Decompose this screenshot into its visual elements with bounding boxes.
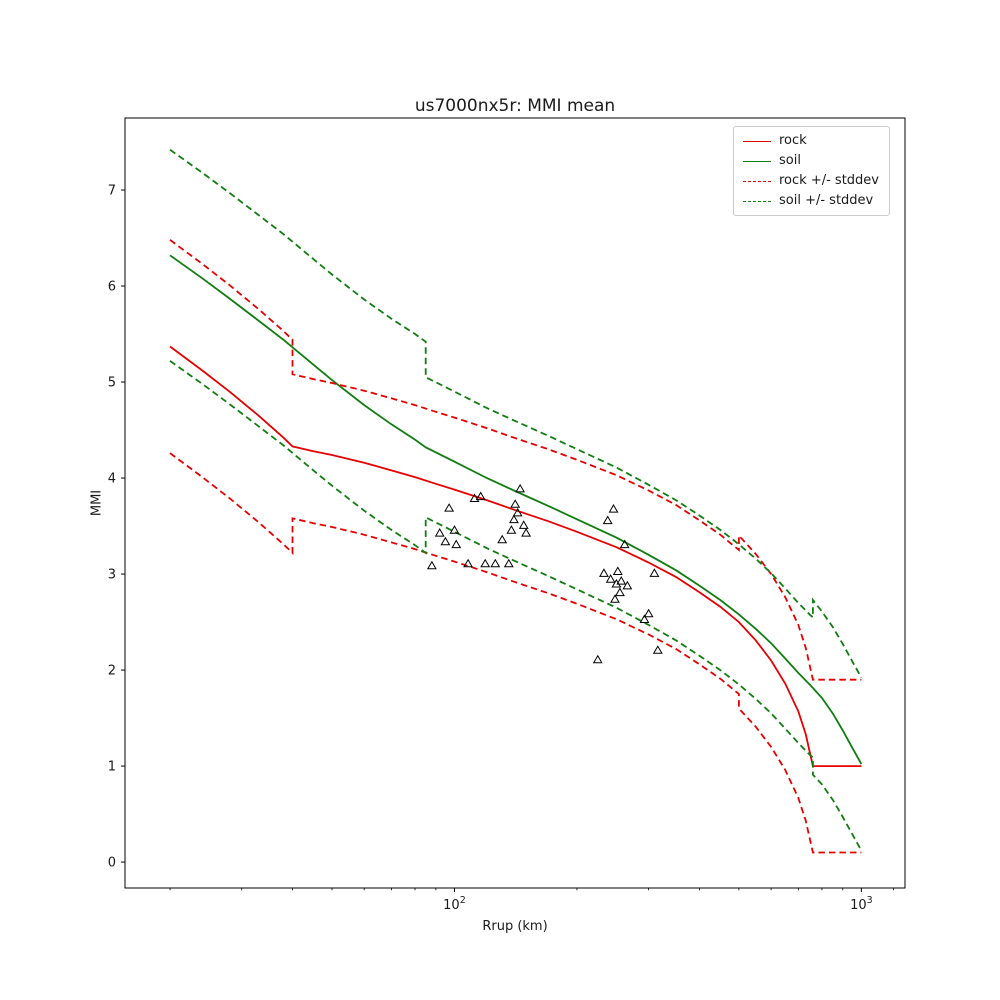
legend-label: soil +/- stddev <box>779 193 874 208</box>
y-tick-label: 2 <box>108 664 116 679</box>
x-tick-label: 103 <box>850 895 873 913</box>
x-tick-label: 102 <box>443 895 466 913</box>
legend-label: rock <box>779 133 807 148</box>
legend-line-sample-rock-stddev <box>743 180 771 182</box>
legend-entry-soil-stddev: soil +/- stddev <box>743 194 879 208</box>
series-line-rock-stddev-upper <box>169 239 862 681</box>
scatter-point <box>515 483 526 493</box>
scatter-point <box>518 520 529 529</box>
legend-label: rock +/- stddev <box>779 173 879 188</box>
scatter-point <box>612 566 623 575</box>
series-line-soil-stddev-lower <box>169 360 863 852</box>
scatter-point <box>444 503 455 512</box>
scatter-point <box>611 578 622 588</box>
scatter-point <box>599 568 609 577</box>
series-line-rock-stddev-lower <box>169 452 862 854</box>
scatter-point <box>506 525 517 534</box>
scatter-point <box>497 534 508 544</box>
scatter-point <box>469 493 480 502</box>
scatter-point <box>463 558 473 568</box>
y-tick-label: 5 <box>108 376 116 391</box>
scatter-point <box>602 515 613 525</box>
scatter-point <box>619 539 630 549</box>
scatter-point <box>490 558 501 568</box>
scatter-point <box>509 514 519 524</box>
axes-frame <box>124 117 906 889</box>
scatter-point <box>592 654 603 664</box>
scatter-point <box>643 608 654 618</box>
scatter-point <box>608 503 619 513</box>
y-tick-label: 7 <box>108 184 116 199</box>
scatter-point <box>451 539 462 549</box>
y-tick-label: 6 <box>108 280 116 295</box>
y-axis-label: MMI <box>89 489 105 517</box>
y-tick-label: 3 <box>108 568 116 583</box>
scatter-point <box>426 560 437 570</box>
series-line-rock <box>169 345 862 767</box>
scatter-point <box>605 574 616 583</box>
scatter-point <box>649 568 660 577</box>
scatter-point <box>510 499 521 508</box>
legend-label: soil <box>779 153 801 168</box>
legend-line-sample-soil <box>743 160 771 162</box>
y-tick-label: 4 <box>108 472 116 487</box>
chart-title: us7000nx5r: MMI mean <box>414 96 616 116</box>
scatter-point <box>503 558 514 568</box>
legend: rock soil rock +/- stddev soil +/- stdde… <box>733 126 890 216</box>
scatter-point <box>434 527 445 537</box>
scatter-point <box>639 614 650 623</box>
scatter-point <box>480 558 491 568</box>
series-line-soil <box>169 254 863 765</box>
scatter-point <box>622 580 633 590</box>
legend-entry-soil: soil <box>743 154 879 168</box>
scatter-point <box>610 594 620 603</box>
scatter-point <box>652 645 663 654</box>
scatter-point <box>616 575 627 585</box>
series-line-soil-stddev-upper <box>169 148 863 679</box>
legend-entry-rock: rock <box>743 134 879 148</box>
legend-entry-rock-stddev: rock +/- stddev <box>743 174 879 188</box>
scatter-point <box>512 507 523 517</box>
legend-line-sample-soil-stddev <box>743 200 771 202</box>
y-tick-label: 0 <box>108 856 116 871</box>
scatter-point <box>475 491 486 501</box>
scatter-point <box>521 528 532 537</box>
y-tick-label: 1 <box>108 760 116 775</box>
scatter-point <box>440 536 451 546</box>
scatter-point <box>449 525 460 534</box>
x-axis-label: Rrup (km) <box>482 919 548 934</box>
scatter-point <box>614 587 625 597</box>
legend-line-sample-rock <box>743 140 771 142</box>
